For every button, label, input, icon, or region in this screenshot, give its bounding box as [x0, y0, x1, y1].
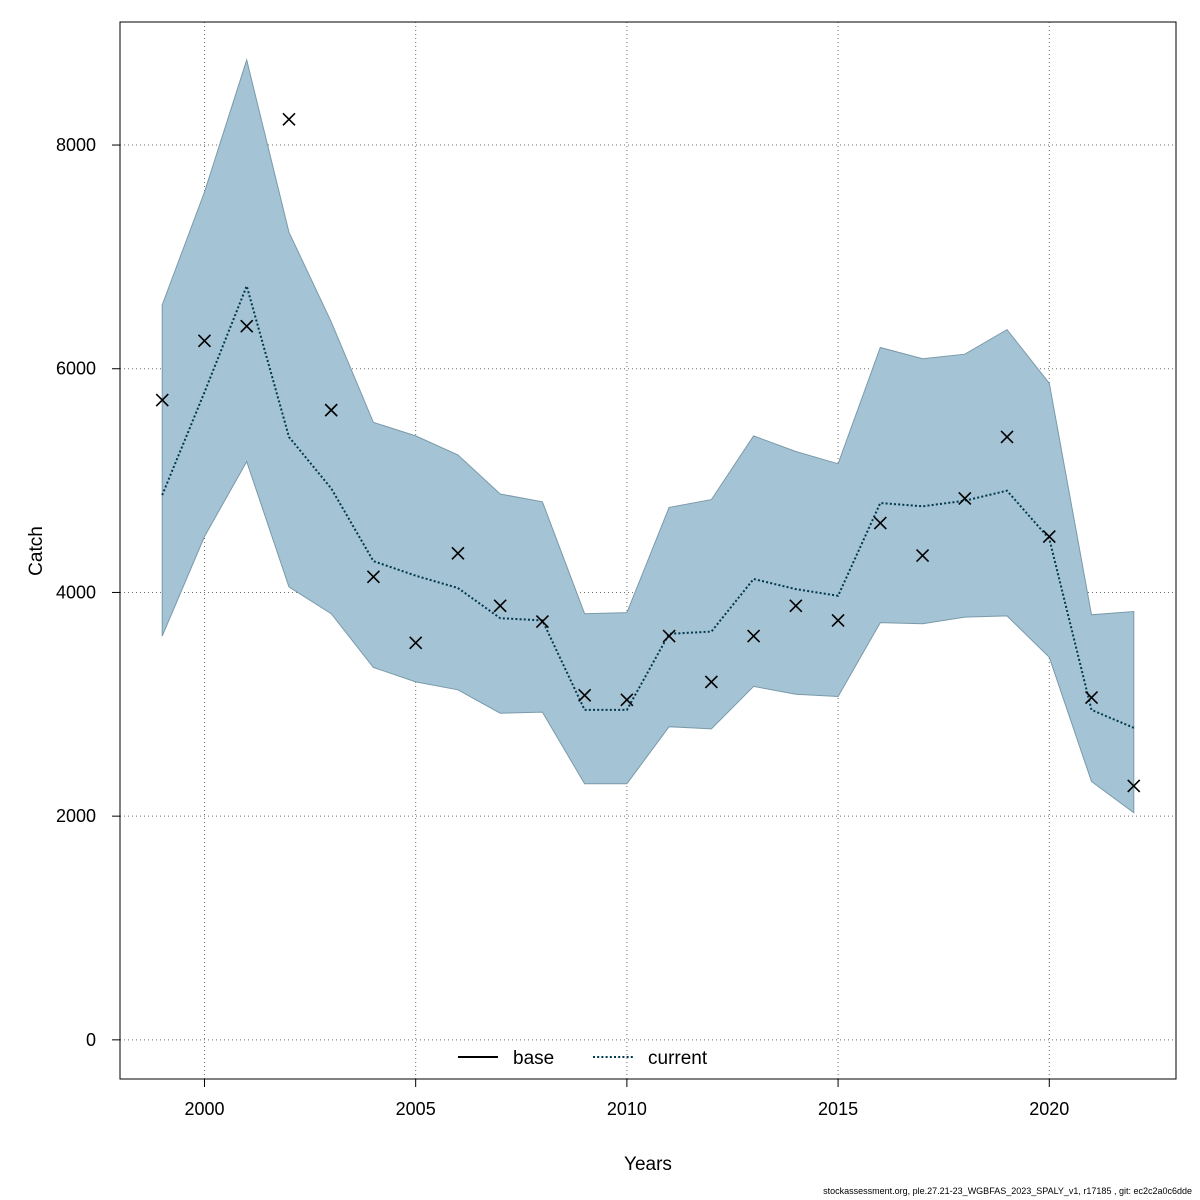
observed-point-2020	[1042, 529, 1056, 544]
x-tick-label-2020: 2020	[1029, 1099, 1069, 1119]
observed-point-1999	[155, 393, 169, 407]
axes: 2000 2005 2010 2015 2020 0 2000 4000 6000 8000	[56, 135, 1069, 1119]
y-axis-label: Catch	[26, 526, 47, 576]
confidence-band-area	[161, 58, 1135, 814]
x-axis-label: Years	[624, 1154, 672, 1175]
observed-points	[155, 112, 1141, 793]
y-tick-label-8000: 8000	[56, 135, 96, 155]
observed-point-2012	[704, 675, 718, 689]
observed-point-2006	[451, 546, 465, 560]
observed-point-2014	[789, 599, 803, 613]
observed-point-2009	[578, 688, 592, 702]
observed-point-2002	[282, 112, 296, 126]
observed-point-2008	[535, 614, 549, 629]
observed-point-2022	[1127, 779, 1141, 793]
footer-note: stockassessment.org, ple.27.21-23_WGBFAS…	[823, 1186, 1192, 1196]
observed-point-2001	[240, 319, 254, 333]
x-tick-label-2015: 2015	[818, 1099, 858, 1119]
observed-point-2005	[409, 636, 423, 650]
y-tick-label-2000: 2000	[56, 806, 96, 826]
observed-point-2016	[873, 516, 887, 530]
x-tick-label-2005: 2005	[396, 1099, 436, 1119]
y-tick-label-0: 0	[86, 1030, 96, 1050]
observed-point-2010	[620, 693, 634, 707]
series-lines	[161, 282, 1135, 729]
legend-label-current: current	[648, 1048, 708, 1069]
observed-point-2007	[493, 599, 507, 613]
y-tick-label-6000: 6000	[56, 359, 96, 379]
observed-point-2017	[915, 548, 930, 563]
legend-label-base: base	[513, 1048, 554, 1069]
confidence-band	[161, 58, 1135, 814]
y-tick-label-4000: 4000	[56, 582, 96, 602]
observed-point-2019	[1000, 430, 1014, 444]
x-tick-label-2010: 2010	[607, 1099, 647, 1119]
series-line-current	[161, 282, 1135, 729]
x-tick-label-2000: 2000	[184, 1099, 224, 1119]
observed-point-2018	[958, 491, 972, 506]
observed-point-2000	[197, 334, 212, 348]
observed-point-2015	[831, 613, 845, 627]
plot-frame	[119, 21, 1177, 1080]
observed-point-2003	[324, 403, 338, 417]
legend: base current	[458, 1048, 708, 1069]
observed-point-2011	[662, 629, 676, 643]
observed-point-2013	[747, 629, 761, 643]
observed-point-2021	[1084, 691, 1099, 705]
observed-point-2004	[366, 570, 381, 584]
